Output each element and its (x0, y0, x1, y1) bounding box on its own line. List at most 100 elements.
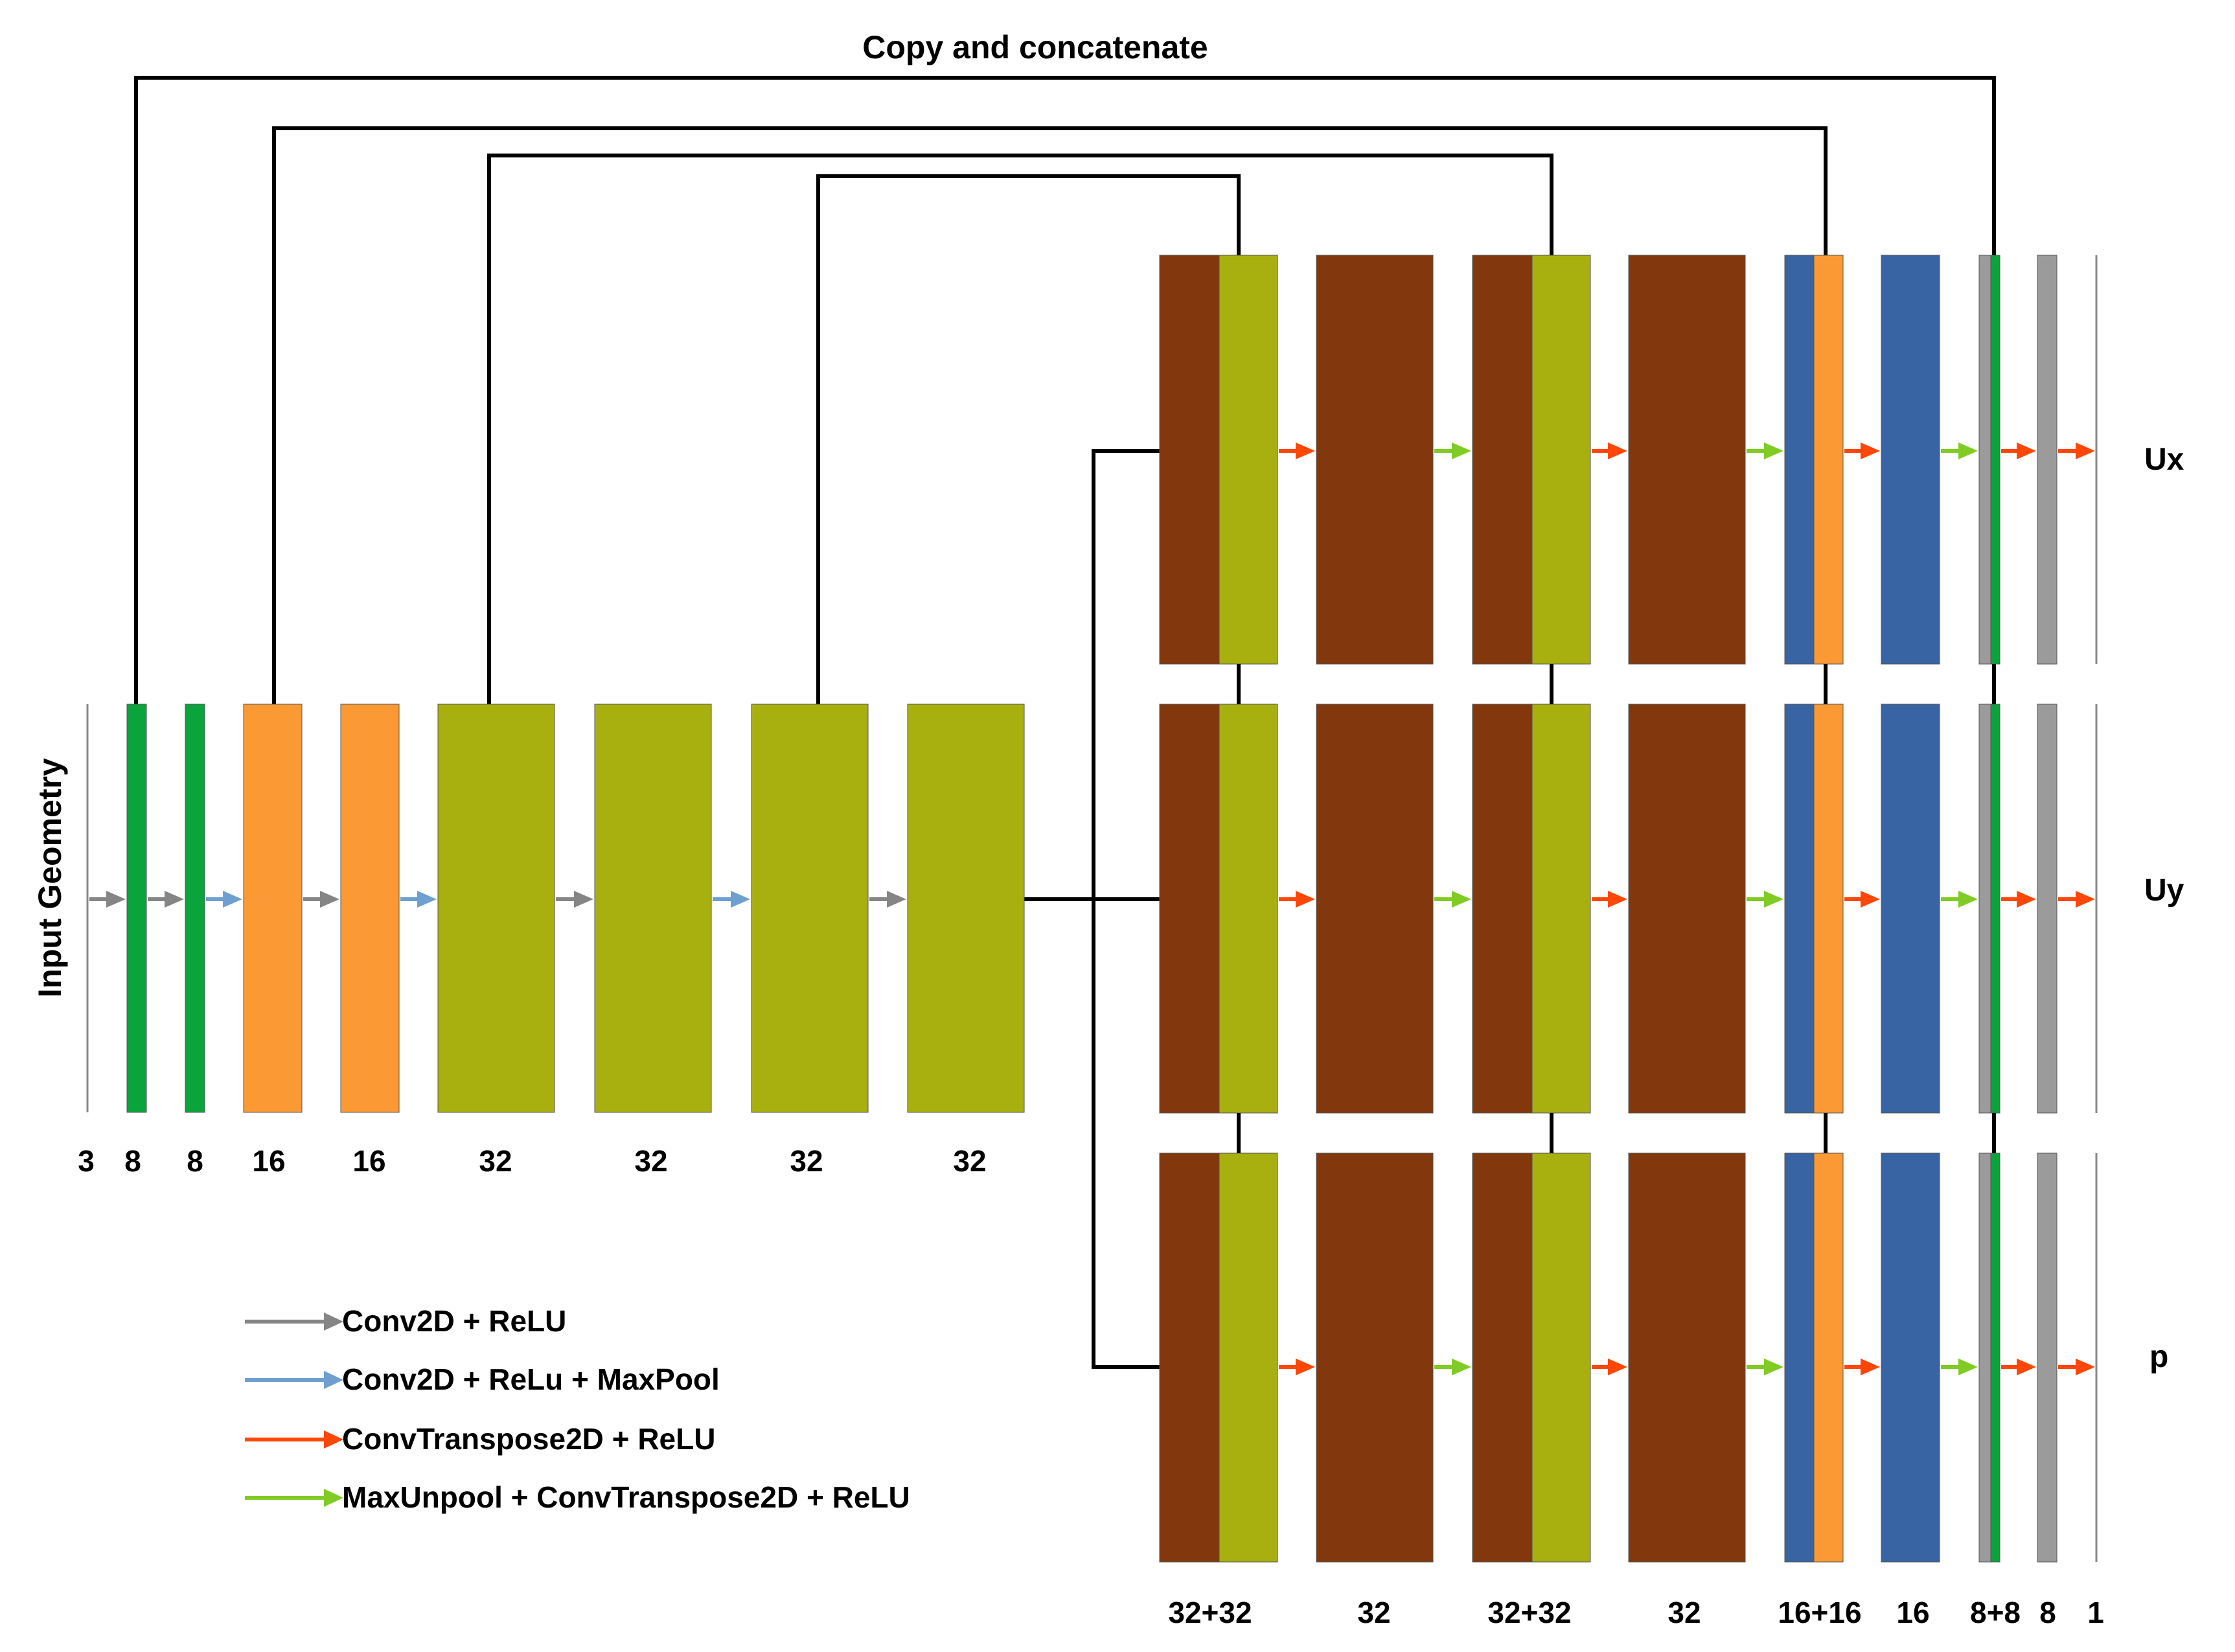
encoder-channel-label: 32 (479, 1144, 512, 1178)
decoder-arrow-head (1861, 442, 1880, 459)
legend-arrowhead-convtranspose (324, 1430, 343, 1449)
encoder-channel-label: 16 (352, 1144, 385, 1178)
legend-label: Conv2D + ReLU (342, 1304, 566, 1338)
decoder-channel-label: 32 (1668, 1596, 1701, 1629)
legend-arrowhead-conv (324, 1313, 343, 1331)
layer-arrows (89, 442, 2095, 1375)
decoder-arrow-head (2076, 442, 2095, 459)
decoder-block (1881, 1153, 1940, 1563)
encoder-block (751, 704, 869, 1113)
decoder-block (2037, 255, 2057, 665)
decoder-block (1990, 704, 2000, 1114)
legend-label: MaxUnpool + ConvTranspose2D + ReLU (342, 1480, 910, 1514)
input-geometry-label: Input Geometry (32, 758, 68, 998)
decoder-block (1316, 1153, 1434, 1563)
decoder-block (1813, 704, 1844, 1114)
decoder-block (1531, 1153, 1591, 1563)
encoder-channel-label: 8 (124, 1144, 141, 1178)
decoder-block (2037, 704, 2057, 1114)
decoder-arrow-head (1608, 891, 1627, 908)
encoder-arrow-head (106, 891, 126, 908)
decoder-arrow-head (1958, 442, 1978, 459)
decoder-blocks (1159, 255, 2098, 1563)
decoder-arrow-head (1958, 891, 1978, 908)
decoder-arrow-head (1296, 1359, 1315, 1375)
decoder-channel-label: 16+16 (1778, 1596, 1861, 1629)
decoder-arrow-head (1608, 1359, 1627, 1375)
decoder-arrow-head (1861, 891, 1880, 908)
decoder-channel-label: 32+32 (1487, 1596, 1571, 1629)
encoder-channel-labels: 3 8 8 16 16 32 32 32 32 (78, 1144, 986, 1178)
encoder-channel-label: 8 (187, 1144, 203, 1178)
decoder-block (1219, 1153, 1278, 1563)
encoder-channel-label: 32 (634, 1144, 667, 1178)
decoder-arrow-head (1861, 1359, 1880, 1375)
decoder-block (1219, 255, 1278, 665)
decoder-block (1978, 1153, 1991, 1563)
encoder-channel-label: 3 (78, 1144, 95, 1178)
decoder-block (1472, 704, 1533, 1114)
decoder-block (1628, 1153, 1746, 1563)
decoder-block (1881, 704, 1940, 1114)
decoder-channel-label: 32+32 (1168, 1596, 1252, 1629)
decoder-block (1159, 255, 1220, 665)
encoder-block (437, 704, 555, 1113)
legend-item-conv-pool: Conv2D + ReLu + MaxPool (245, 1362, 720, 1396)
decoder-block (1472, 255, 1533, 665)
decoder-block (1531, 704, 1591, 1114)
legend-label: ConvTranspose2D + ReLU (342, 1422, 715, 1456)
decoder-arrow-head (2017, 442, 2036, 459)
decoder-block (1316, 255, 1434, 665)
decoder-block (1219, 704, 1278, 1114)
decoder-arrow-head (1296, 891, 1315, 908)
encoder-block (907, 704, 1025, 1113)
encoder-block (340, 704, 400, 1113)
decoder-arrow-head (1608, 442, 1627, 459)
legend-label: Conv2D + ReLu + MaxPool (342, 1362, 720, 1396)
encoder-block (243, 704, 303, 1113)
encoder-arrow-head (887, 891, 906, 908)
decoder-block (1881, 255, 1940, 665)
decoder-arrow-head (1764, 442, 1783, 459)
decoder-block (1628, 255, 1746, 665)
decoder-arrow-head (1764, 891, 1783, 908)
decoder-block (1990, 255, 2000, 665)
decoder-channel-labels: 32+32 32 32+32 32 16+16 16 8+8 8 1 (1168, 1596, 2103, 1629)
decoder-block (1784, 255, 1815, 665)
output-label-p: p (2149, 1340, 2168, 1374)
encoder-block (594, 704, 712, 1113)
decoder-block (2037, 1153, 2057, 1563)
encoder-arrow-head (165, 891, 184, 908)
decoder-arrow-head (2076, 891, 2095, 908)
decoder-channel-label: 1 (2087, 1596, 2104, 1629)
encoder-channel-label: 16 (252, 1144, 285, 1178)
decoder-block (1784, 704, 1815, 1114)
decoder-arrow-head (2076, 1359, 2095, 1375)
output-label-uy: Uy (2144, 873, 2184, 908)
decoder-arrow-head (1452, 891, 1471, 908)
legend-item-unpool: MaxUnpool + ConvTranspose2D + ReLU (245, 1480, 910, 1514)
encoder-arrow-head (731, 891, 750, 908)
diagram-title: Copy and concatenate (862, 29, 1208, 65)
encoder-block (185, 704, 205, 1113)
decoder-block (1159, 704, 1220, 1114)
legend-item-conv: Conv2D + ReLU (245, 1304, 566, 1338)
encoder-blocks (86, 704, 1025, 1113)
decoder-channel-label: 8+8 (1970, 1596, 2021, 1629)
decoder-block (1159, 1153, 1220, 1563)
decoder-block (1990, 1153, 2000, 1563)
encoder-channel-label: 32 (790, 1144, 823, 1178)
decoder-channel-label: 16 (1896, 1596, 1929, 1629)
decoder-arrow-head (1452, 442, 1471, 459)
encoder-channel-label: 32 (953, 1144, 986, 1178)
legend-item-convtranspose: ConvTranspose2D + ReLU (245, 1422, 715, 1456)
legend: Conv2D + ReLU Conv2D + ReLu + MaxPool Co… (245, 1304, 910, 1514)
decoder-block (1316, 704, 1434, 1114)
encoder-arrow-head (320, 891, 339, 908)
encoder-block (126, 704, 147, 1113)
encoder-arrow-head (223, 891, 242, 908)
decoder-block (1978, 704, 1991, 1114)
encoder-arrow-head (574, 891, 593, 908)
decoder-block (1472, 1153, 1533, 1563)
